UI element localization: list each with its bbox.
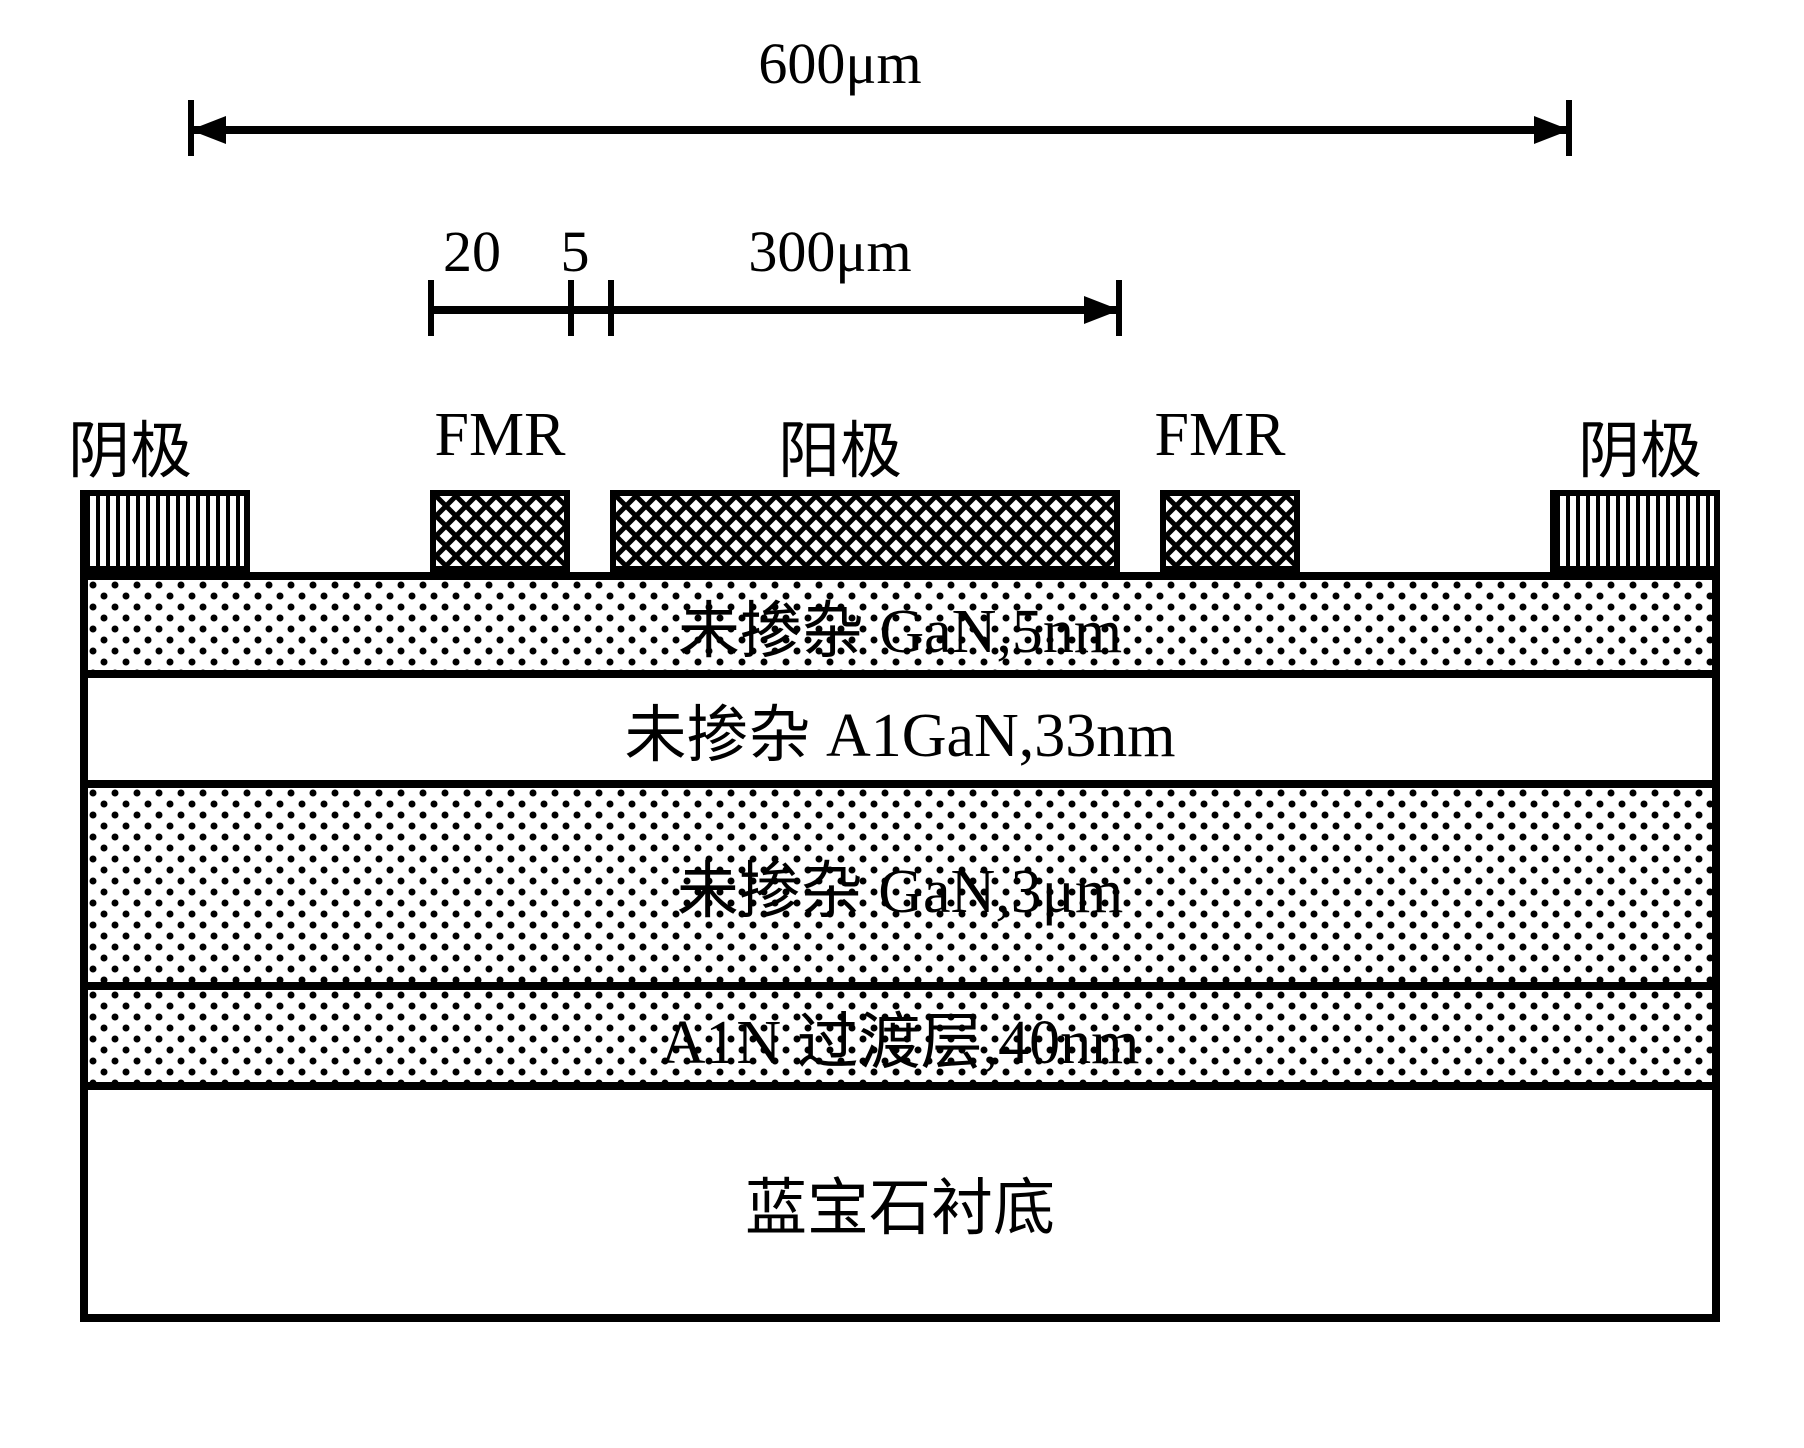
dim-total-arrow-left	[190, 116, 226, 144]
fmr-right	[1160, 490, 1300, 572]
anode	[610, 490, 1120, 572]
dim-tick-300r	[1116, 280, 1122, 336]
dim-tick-20l	[428, 280, 434, 336]
cathode-left	[80, 490, 250, 572]
dim-total-arrow-right	[1534, 116, 1570, 144]
layer-substrate-text: 蓝宝石衬底	[745, 1157, 1055, 1247]
layer-gan-cap-text: 未掺杂 GaN,5nm	[678, 580, 1122, 670]
dim-anode-width-label: 300μm	[700, 218, 960, 285]
layer-substrate: 蓝宝石衬底	[80, 1082, 1720, 1322]
cathode-left-label: 阴极	[40, 400, 220, 490]
dim-total-tick-left	[188, 100, 194, 156]
layer-algan-text: 未掺杂 A1GaN,33nm	[624, 684, 1175, 774]
dim-total-width-line	[190, 126, 1570, 134]
dim-total-width-label: 600μm	[640, 30, 1040, 97]
anode-label: 阳极	[740, 400, 940, 490]
crosshatch-fill-icon	[436, 496, 564, 566]
fmr-right-label: FMR	[1120, 400, 1320, 471]
dim-total-tick-right	[1566, 100, 1572, 156]
layer-gan-cap: 未掺杂 GaN,5nm	[80, 572, 1720, 678]
cathode-right-label: 阴极	[1540, 400, 1740, 490]
fmr-left-label: FMR	[400, 400, 600, 471]
dim-tick-5r	[608, 280, 614, 336]
layer-gan-buffer: 未掺杂 GaN,3μm	[80, 780, 1720, 990]
crosshatch-fill-icon	[616, 496, 1114, 566]
layer-aln-text: A1N 过渡层,40nm	[661, 991, 1140, 1081]
fmr-left	[430, 490, 570, 572]
layer-gan-buffer-text: 未掺杂 GaN,3μm	[677, 840, 1124, 930]
device-cross-section-diagram: 600μm 20 5 300μm 阴极 FMR 阳极 FMR 阴极 未掺杂 Ga…	[40, 30, 1760, 1410]
dim-inner-arrow-right	[1084, 296, 1120, 324]
dim-tick-20r	[568, 280, 574, 336]
vlines-fill-icon	[86, 496, 244, 566]
layer-aln: A1N 过渡层,40nm	[80, 982, 1720, 1090]
dim-inner-line	[430, 306, 1120, 314]
crosshatch-fill-icon	[1166, 496, 1294, 566]
dim-gap-label: 5	[550, 218, 600, 285]
layer-algan: 未掺杂 A1GaN,33nm	[80, 670, 1720, 788]
cathode-right	[1550, 490, 1720, 572]
vlines-fill-icon	[1556, 496, 1714, 566]
dim-fmr-width-label: 20	[432, 218, 512, 285]
